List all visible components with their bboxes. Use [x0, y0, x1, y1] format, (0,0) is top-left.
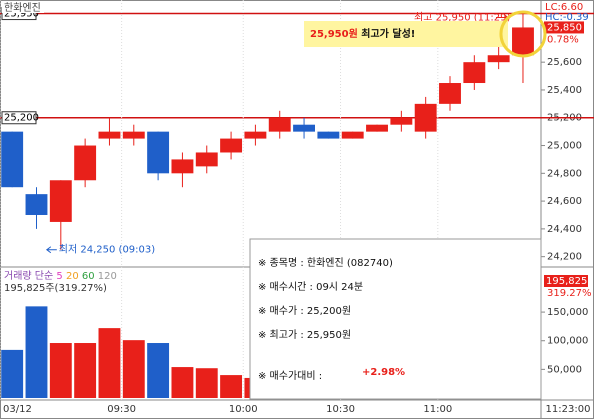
y-tick-label: 24,400 [547, 224, 582, 235]
volume-bar [74, 343, 97, 398]
x-tick-label: 11:00 [423, 404, 452, 415]
candle-body [268, 117, 291, 132]
volume-bar [1, 349, 24, 398]
info-box [249, 238, 542, 400]
callout-bg [304, 21, 508, 47]
title-bg [2, 2, 44, 13]
legend-method: 단순 [35, 270, 53, 282]
candle-body [171, 159, 194, 174]
candle-body [74, 145, 97, 181]
candle-body [487, 55, 510, 63]
reference-label: 25,200 [4, 113, 39, 124]
volume-bar [147, 343, 170, 398]
candle-body [414, 103, 437, 132]
y-tick-label: 100,000 [547, 336, 588, 347]
change: 0.78% [547, 34, 579, 45]
current-time: 11:23:00 [546, 404, 591, 415]
volume-bar [98, 328, 121, 398]
candle-body [244, 131, 267, 139]
legend-period: 60 [82, 271, 95, 282]
info-compare-value: +2.98% [362, 367, 405, 378]
x-tick-label: 10:00 [229, 404, 258, 415]
volume-total: 195,825 [546, 276, 587, 287]
volume-legend: 거래량 단순 5 20 60 120 [4, 270, 117, 282]
y-tick-label: 150,000 [547, 307, 588, 318]
legend-period: 20 [66, 271, 79, 282]
info-row: ※ 최고가 : 25,950원 [258, 329, 351, 341]
candle-body [25, 194, 48, 215]
low-note: 최저 24,250 (09:03) [59, 244, 155, 256]
volume-bar [122, 340, 145, 398]
last-price: 25,850 [547, 22, 582, 33]
info-compare-label: ※ 매수가대비 : [258, 370, 322, 382]
volume-ratio: 319.27% [547, 288, 592, 299]
y-tick-label: 24,800 [547, 168, 582, 179]
reference-label: 25,950 [4, 9, 39, 20]
volume-bar [171, 367, 194, 398]
volume-bar [220, 375, 243, 398]
price-panel: 25,600 25,400 25,200 25,000 24,800 24,600 24,4… [0, 7, 594, 263]
volume-summary: 195,825주(319.27%) [4, 283, 107, 294]
volume-bar [25, 306, 48, 398]
x-tick-label: 09:30 [107, 404, 136, 415]
candle-body [341, 131, 364, 139]
callout-text: 최고가 달성! [361, 27, 415, 40]
candle-body [439, 83, 461, 104]
candle-body [195, 152, 218, 167]
y-tick-label: 24,200 [547, 252, 582, 263]
candle-body [1, 131, 24, 188]
candle-body [293, 124, 315, 132]
info-row: ※ 매수시간 : 09시 24분 [258, 281, 363, 293]
high-note: 최고 25,950 (11:29) [414, 12, 510, 24]
callout: 25,950원 최고가 달성! [310, 27, 415, 40]
candle-body [98, 131, 121, 139]
info-row: ※ 종목명 : 한화엔진 (082740) [258, 257, 393, 269]
callout-highlight: 25,950원 [310, 27, 358, 40]
candle-body [512, 27, 534, 56]
highlight-circle [499, 10, 547, 58]
volume-bar [195, 368, 218, 398]
x-tick-label: 03/12 [3, 404, 32, 415]
lc-label: LC:6.60 [545, 2, 583, 13]
hc-label: HC:-0.39 [545, 12, 589, 23]
volume-bar [49, 343, 72, 398]
y-tick-label: 50,000 [547, 364, 582, 375]
legend-period: 5 [56, 271, 62, 282]
candle-body [366, 124, 388, 132]
candle-body [147, 131, 170, 174]
candle-body [122, 131, 145, 139]
legend-name: 거래량 [4, 270, 32, 282]
chart-title: 한화엔진 [4, 2, 41, 14]
candle-body [220, 138, 243, 153]
y-tick-label: 25,600 [547, 57, 582, 68]
candle-body [317, 131, 340, 139]
y-tick-label: 25,000 [547, 141, 582, 152]
candle-body [390, 117, 413, 125]
reference-label-box [1, 111, 37, 125]
y-tick-label: 24,600 [547, 196, 582, 207]
candle-body [463, 62, 486, 84]
x-tick-label: 10:30 [326, 404, 355, 415]
legend-period: 120 [98, 271, 117, 282]
candle-body [49, 180, 72, 222]
low-arrow [45, 246, 57, 254]
y-tick-label: 25,400 [547, 85, 582, 96]
volume-total-box [544, 275, 588, 287]
last-price-box [544, 21, 584, 34]
info-row: ※ 매수가 : 25,200원 [258, 305, 351, 317]
